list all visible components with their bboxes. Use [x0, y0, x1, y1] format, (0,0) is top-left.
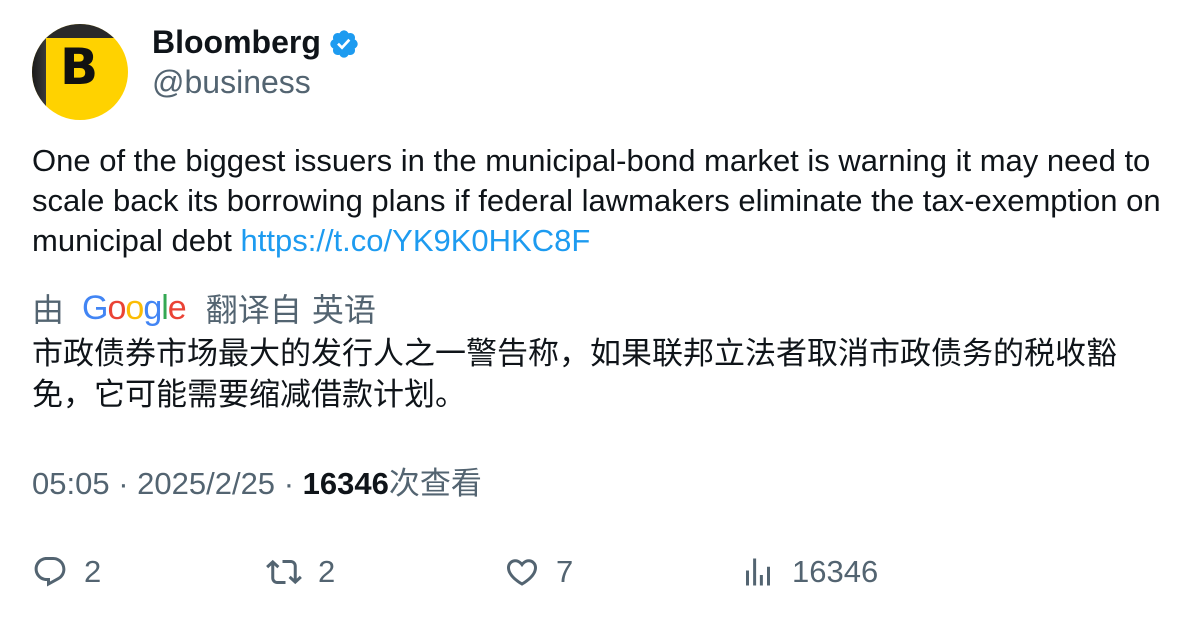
reply-count: 2 [84, 554, 102, 589]
tweet-time[interactable]: 05:05 [32, 466, 110, 501]
tweet-text: One of the biggest issuers in the munici… [32, 141, 1172, 261]
reply-icon [34, 557, 66, 587]
translation-prefix: 由 [32, 291, 65, 329]
tweet-date[interactable]: 2025/2/25 [137, 466, 276, 501]
reply-button[interactable]: 2 [32, 552, 101, 592]
heart-icon [506, 559, 538, 586]
like-count: 7 [556, 554, 574, 589]
views-action-count: 16346 [792, 554, 879, 589]
author-handle[interactable]: @business [152, 64, 311, 100]
meta-separator: · [118, 466, 138, 501]
like-button[interactable]: 7 [504, 552, 573, 592]
author-name[interactable]: Bloomberg [152, 24, 321, 60]
views-label: 次查看 [388, 466, 482, 502]
avatar[interactable]: B [32, 24, 128, 120]
views-button[interactable]: 16346 [740, 552, 878, 592]
tweet-body: One of the biggest issuers in the munici… [32, 143, 1161, 258]
meta-separator: · [283, 466, 303, 501]
translation-attribution: 由 Google 翻译自 英语 [32, 286, 376, 330]
retweet-icon [266, 559, 302, 585]
views-chart-icon [746, 558, 770, 586]
avatar-side-band [32, 24, 46, 120]
retweet-count: 2 [318, 554, 336, 589]
translation-suffix: 翻译自 英语 [205, 291, 376, 329]
translated-text: 市政债券市场最大的发行人之一警告称，如果联邦立法者取消市政债务的税收豁免，它可能… [32, 336, 1117, 413]
avatar-top-band [32, 24, 128, 38]
verified-badge-icon [330, 30, 358, 58]
tweet-link[interactable]: https://t.co/YK9K0HKC8F [240, 223, 591, 258]
retweet-button[interactable]: 2 [266, 552, 335, 592]
google-logo: Google [82, 288, 187, 327]
avatar-letter: B [60, 38, 99, 96]
views-count: 16346 [302, 466, 389, 501]
tweet-meta: 05:05 · 2025/2/25 · 16346次查看 [32, 464, 482, 504]
